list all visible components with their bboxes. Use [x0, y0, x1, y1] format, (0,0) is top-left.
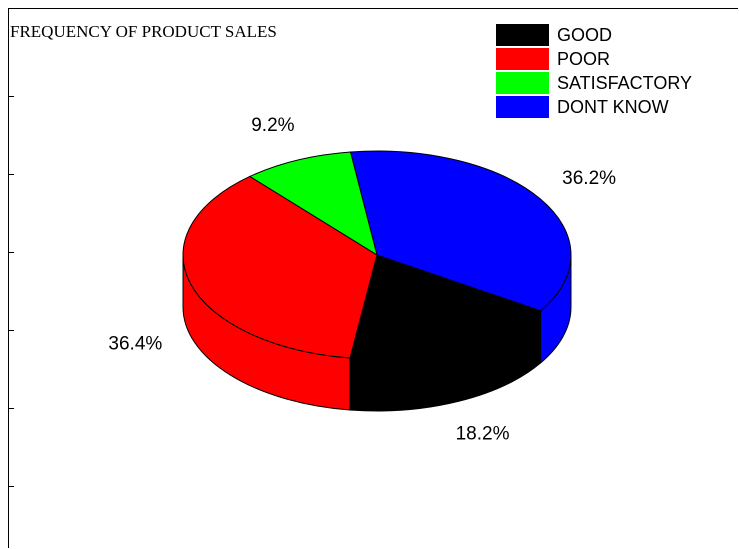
axis-tick	[8, 96, 14, 97]
pie-slice-satisfactory	[248, 151, 378, 257]
pie-slice-poor	[182, 175, 378, 359]
pie-label-poor: 36.4%	[108, 334, 162, 355]
legend-swatch-poor	[496, 48, 549, 70]
axis-tick	[8, 408, 14, 409]
legend-swatch-dont-know	[496, 96, 549, 118]
legend-label-satisfactory: SATISFACTORY	[557, 73, 693, 93]
pie-slice-good	[349, 254, 542, 360]
pie-label-dont-know: 36.2%	[562, 168, 616, 189]
axis-tick	[8, 330, 14, 331]
pie-slice-dont-know	[349, 150, 572, 312]
legend-label-dont-know: DONT KNOW	[557, 97, 669, 117]
legend-swatch-good	[496, 24, 549, 46]
axis-tick	[8, 252, 14, 253]
pie-label-satisfactory: 9.2%	[251, 115, 294, 136]
axis-tick	[8, 486, 14, 487]
chart-frame	[8, 8, 738, 548]
legend-label-good: GOOD	[557, 25, 613, 45]
legend-swatch-satisfactory	[496, 72, 549, 94]
chart-title: FREQUENCY OF PRODUCT SALES	[10, 22, 277, 41]
legend-label-poor: POOR	[557, 49, 611, 69]
pie-label-good: 18.2%	[456, 424, 510, 445]
axis-tick	[8, 174, 14, 175]
